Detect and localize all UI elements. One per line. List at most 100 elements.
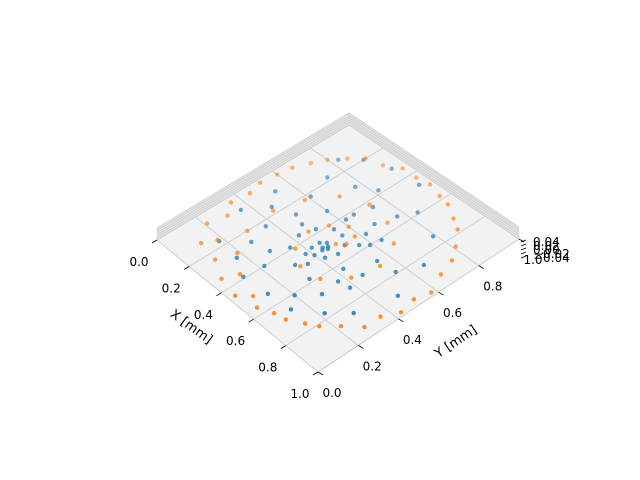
data-point-s1-57 <box>283 317 289 322</box>
x-tick-mark-1 <box>183 266 190 270</box>
axes-panes <box>156 112 520 373</box>
y-tick-label-2: 0.4 <box>403 333 422 347</box>
data-point-s1-45 <box>429 290 434 295</box>
data-point-s0-26 <box>292 262 298 268</box>
data-point-s0-42 <box>320 245 325 250</box>
data-point-s1-6 <box>293 246 298 251</box>
grid-line-y-4 <box>310 147 480 266</box>
grid-lines <box>156 112 520 373</box>
data-point-s0-36 <box>309 245 314 250</box>
data-point-s1-40 <box>233 293 238 298</box>
x-tick-mark-5 <box>312 371 319 376</box>
z-tick-label-4: 0.04 <box>533 235 560 249</box>
grid-line-z-left-1 <box>156 119 350 236</box>
data-point-s0-56 <box>370 204 376 210</box>
data-point-s1-32 <box>345 156 350 161</box>
data-point-s0-8 <box>395 293 401 298</box>
data-point-s0-62 <box>341 266 346 271</box>
data-point-s1-8 <box>318 276 323 282</box>
z-tick-label-0: −0.04 <box>533 251 570 265</box>
x-tick-mark-4 <box>280 345 287 349</box>
data-point-s0-45 <box>416 182 422 187</box>
data-point-s1-31 <box>380 163 386 168</box>
data-point-s0-50 <box>395 214 400 219</box>
z-tick-label-1: −0.02 <box>533 247 570 261</box>
x-tick-label-3: 0.6 <box>226 334 245 348</box>
data-point-s0-25 <box>307 276 312 282</box>
x-tick-mark-2 <box>216 292 222 297</box>
grid-line-x-5 <box>317 238 520 373</box>
data-point-s0-12 <box>265 291 271 296</box>
x-tick-label-2: 0.4 <box>194 308 213 322</box>
data-point-s0-10 <box>322 311 327 316</box>
data-point-s1-16 <box>270 208 276 213</box>
data-point-s1-0 <box>333 241 338 247</box>
data-point-s0-40 <box>325 246 331 252</box>
grid-line-z-back-1 <box>348 119 520 235</box>
data-point-s1-20 <box>251 293 256 299</box>
grid-line-z-back-0 <box>348 122 520 237</box>
data-point-s1-51 <box>363 156 368 161</box>
grid-line-x-1 <box>188 147 384 267</box>
y-tick-mark-2 <box>398 318 404 323</box>
data-point-s1-42 <box>204 221 210 226</box>
data-point-s1-25 <box>411 297 417 302</box>
data-point-s1-37 <box>215 237 220 243</box>
grid-line-y-0 <box>156 239 319 373</box>
data-point-s0-61 <box>343 217 349 222</box>
data-point-s1-14 <box>337 194 342 199</box>
data-point-s0-20 <box>372 221 377 227</box>
data-point-s0-9 <box>351 310 356 316</box>
data-point-s1-15 <box>302 197 308 203</box>
data-point-s1-29 <box>437 193 442 199</box>
data-point-s1-36 <box>225 213 230 218</box>
data-point-s1-50 <box>400 166 405 171</box>
data-point-s0-2 <box>273 189 278 194</box>
data-point-s0-11 <box>288 307 294 312</box>
data-point-s0-13 <box>241 274 246 279</box>
z-tick-mark-4 <box>520 239 527 243</box>
y-tick-label-0: 0.0 <box>322 386 341 400</box>
z-tick-label-3: 0.02 <box>533 239 560 253</box>
data-point-s0-21 <box>379 237 384 243</box>
y-tick-label-1: 0.2 <box>363 359 382 373</box>
y-tick-mark-4 <box>478 265 485 269</box>
grid-line-x-2 <box>221 170 418 294</box>
data-point-s1-2 <box>352 234 357 239</box>
data-point-s1-7 <box>298 264 303 269</box>
data-point-s1-5 <box>306 229 311 234</box>
grid-line-z-back-3 <box>348 115 520 230</box>
z-axis-ticks: −0.04−0.020.000.020.04 <box>520 235 570 265</box>
y-tick-mark-0 <box>317 371 324 376</box>
x-tick-label-0: 0.0 <box>129 255 148 269</box>
x-tick-label-4: 0.8 <box>258 361 277 375</box>
x-tick-label-1: 0.2 <box>162 281 181 295</box>
data-point-s1-52 <box>325 157 330 162</box>
data-point-s1-30 <box>414 175 419 180</box>
data-point-s1-13 <box>367 202 372 207</box>
data-point-s0-22 <box>374 258 380 264</box>
data-point-s0-31 <box>340 233 345 238</box>
data-point-s1-21 <box>272 310 277 316</box>
data-point-s1-49 <box>427 182 433 187</box>
grid-line-z-left-2 <box>156 117 350 234</box>
data-point-s0-53 <box>269 204 274 210</box>
data-point-s0-24 <box>335 279 341 284</box>
y-tick-mark-3 <box>438 291 444 296</box>
data-point-s1-47 <box>455 227 460 232</box>
data-point-s1-56 <box>317 324 322 329</box>
data-point-s0-1 <box>238 207 244 213</box>
data-point-s1-19 <box>237 272 243 277</box>
data-point-s0-64 <box>303 251 308 257</box>
data-point-s1-24 <box>378 314 383 319</box>
data-point-s1-53 <box>290 165 295 170</box>
data-point-s0-54 <box>367 242 373 248</box>
data-point-s1-46 <box>449 258 455 263</box>
data-point-s0-5 <box>415 210 420 215</box>
grid-line-z-left-3 <box>156 115 350 231</box>
data-point-s0-33 <box>335 251 341 257</box>
data-point-s1-4 <box>326 223 332 228</box>
y-tick-mark-1 <box>357 345 364 349</box>
data-point-s0-46 <box>336 157 341 162</box>
